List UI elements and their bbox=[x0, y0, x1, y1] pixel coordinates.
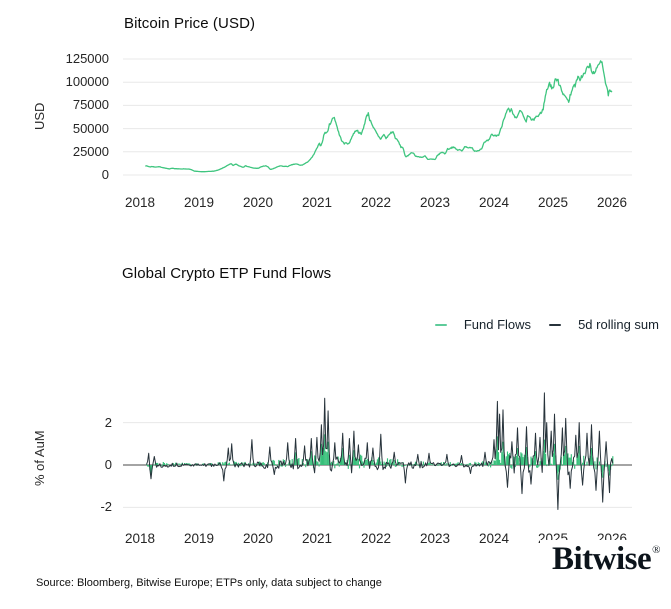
price-x-tick-label: 2018 bbox=[124, 195, 156, 210]
price-y-tick-label: 0 bbox=[101, 167, 109, 182]
price-x-tick-label: 2019 bbox=[183, 195, 215, 210]
legend-item-fund-flows: Fund Flows bbox=[434, 317, 532, 332]
price-x-tick-label: 2025 bbox=[537, 195, 569, 210]
price-y-tick-label: 75000 bbox=[72, 97, 109, 113]
fund-flows-swatch-icon bbox=[434, 323, 447, 326]
bitwise-logo: Bitwise® bbox=[539, 540, 661, 585]
price-x-tick-label: 2024 bbox=[478, 195, 510, 210]
fund-flows-plot bbox=[123, 392, 632, 510]
bitcoin-price-chart-title: Bitcoin Price (USD) bbox=[124, 15, 256, 32]
flows-x-tick-label: 2023 bbox=[419, 531, 451, 546]
price-y-tick-label: 50000 bbox=[72, 120, 109, 136]
legend-label-fund-flows: Fund Flows bbox=[463, 317, 532, 332]
legend-label-rolling-sum: 5d rolling sum bbox=[578, 317, 659, 332]
source-note: Source: Bloomberg, Bitwise Europe; ETPs … bbox=[36, 577, 382, 589]
price-x-tick-label: 2022 bbox=[360, 195, 392, 210]
price-x-tick-label: 2023 bbox=[419, 195, 451, 210]
price-y-tick-label: 125000 bbox=[65, 51, 109, 66]
price-y-tick-label: 25000 bbox=[72, 143, 109, 159]
fund-flows-chart-title: Global Crypto ETP Fund Flows bbox=[122, 265, 332, 282]
bitcoin-price-plot bbox=[123, 58, 632, 176]
fund-flows-legend: Fund Flows 5d rolling sum bbox=[434, 317, 659, 332]
price-x-tick-label: 2020 bbox=[242, 195, 274, 210]
flows-x-tick-label: 2021 bbox=[301, 531, 333, 546]
flows-x-tick-label: 2019 bbox=[183, 531, 215, 546]
price-x-tick-label: 2021 bbox=[301, 195, 333, 210]
flows-x-tick-label: 2018 bbox=[124, 531, 156, 546]
price-y-tick-label: 100000 bbox=[65, 74, 109, 90]
flows-y-tick-label: -2 bbox=[100, 499, 112, 515]
flows-x-tick-label: 2024 bbox=[478, 531, 510, 546]
flows-y-tick-label: 2 bbox=[104, 414, 112, 430]
price-x-tick-label: 2026 bbox=[596, 195, 628, 210]
flows-x-tick-label: 2022 bbox=[360, 531, 392, 546]
flows-x-tick-label: 2020 bbox=[242, 531, 274, 546]
legend-item-rolling-sum: 5d rolling sum bbox=[549, 317, 659, 332]
registered-trademark-icon: ® bbox=[652, 544, 660, 556]
flows-y-tick-label: 0 bbox=[104, 457, 112, 472]
rolling-sum-swatch-icon bbox=[549, 323, 562, 326]
bitwise-logo-text: Bitwise bbox=[551, 541, 652, 577]
